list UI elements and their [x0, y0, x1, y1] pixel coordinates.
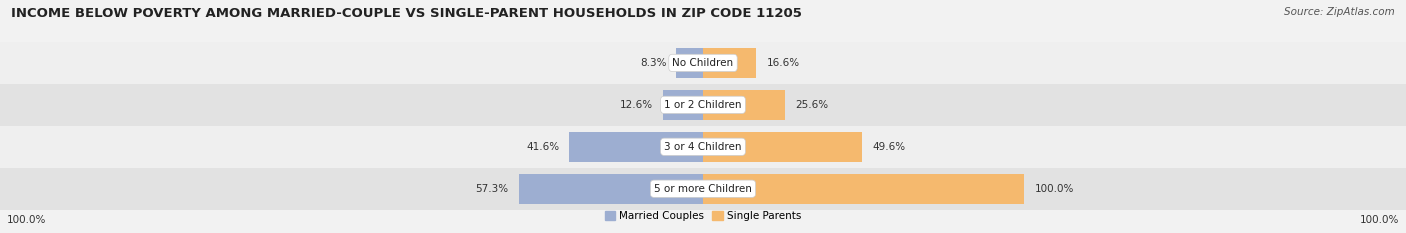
Text: 1 or 2 Children: 1 or 2 Children [664, 100, 742, 110]
Text: No Children: No Children [672, 58, 734, 68]
Bar [703, 174, 1025, 204]
Bar [703, 132, 862, 162]
Bar [569, 132, 703, 162]
Text: 41.6%: 41.6% [526, 142, 560, 152]
Bar [662, 90, 703, 120]
Legend: Married Couples, Single Parents: Married Couples, Single Parents [600, 207, 806, 226]
Text: 25.6%: 25.6% [796, 100, 828, 110]
Text: 100.0%: 100.0% [7, 215, 46, 225]
Text: 8.3%: 8.3% [640, 58, 666, 68]
Text: 16.6%: 16.6% [766, 58, 800, 68]
Bar [676, 48, 703, 78]
Text: 12.6%: 12.6% [619, 100, 652, 110]
Text: 3 or 4 Children: 3 or 4 Children [664, 142, 742, 152]
Text: 100.0%: 100.0% [1035, 184, 1074, 194]
Bar [0, 84, 1406, 126]
Bar [703, 90, 786, 120]
Text: 57.3%: 57.3% [475, 184, 509, 194]
Bar [0, 42, 1406, 84]
Text: 49.6%: 49.6% [873, 142, 905, 152]
Bar [519, 174, 703, 204]
Bar [0, 126, 1406, 168]
Bar [703, 48, 756, 78]
Text: INCOME BELOW POVERTY AMONG MARRIED-COUPLE VS SINGLE-PARENT HOUSEHOLDS IN ZIP COD: INCOME BELOW POVERTY AMONG MARRIED-COUPL… [11, 7, 801, 20]
Bar [0, 168, 1406, 210]
Text: 5 or more Children: 5 or more Children [654, 184, 752, 194]
Text: Source: ZipAtlas.com: Source: ZipAtlas.com [1284, 7, 1395, 17]
Text: 100.0%: 100.0% [1360, 215, 1399, 225]
